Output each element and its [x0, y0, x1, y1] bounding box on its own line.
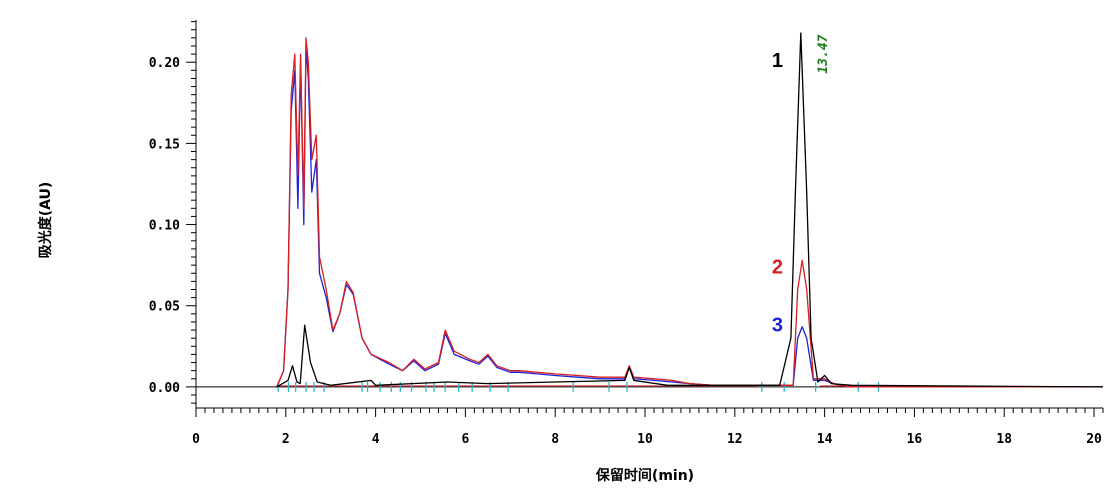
series-3-line [276, 45, 1103, 388]
x-tick-label: 18 [996, 432, 1012, 447]
x-tick-label: 6 [461, 432, 469, 447]
y-tick-label: 0.15 [149, 137, 180, 152]
x-tick-label: 8 [551, 432, 559, 447]
series-labels: 1 2 3 13.47 [772, 34, 831, 336]
series-2-label: 2 [772, 256, 783, 278]
x-tick-label: 0 [192, 432, 200, 447]
y-tick-label: 0.20 [149, 56, 180, 71]
y-tick-label: 0.10 [149, 219, 180, 234]
x-tick-label: 14 [817, 432, 833, 447]
x-axis: 0 2 4 6 8 10 12 14 16 18 20 [192, 407, 1104, 447]
series-layer [276, 32, 1104, 388]
y-axis: 0.00 0.05 0.10 0.15 0.20 [149, 20, 197, 408]
series-2-line [276, 37, 1103, 388]
x-tick-label: 4 [372, 432, 380, 447]
integration-marks [277, 381, 880, 392]
retention-time-annotation: 13.47 [816, 34, 831, 73]
series-1-label: 1 [772, 50, 783, 72]
y-tick-label: 0.05 [149, 300, 180, 315]
x-tick-label: 16 [907, 432, 923, 447]
x-tick-label: 12 [727, 432, 743, 447]
x-tick-label: 10 [637, 432, 653, 447]
series-1-line [276, 32, 1104, 388]
y-tick-label: 0.00 [149, 381, 180, 396]
x-axis-title: 保留时间(min) [595, 467, 694, 484]
x-tick-label: 20 [1086, 432, 1102, 447]
series-3-label: 3 [772, 315, 783, 337]
x-tick-label: 2 [282, 432, 290, 447]
y-axis-title: 吸光度(AU) [37, 182, 54, 259]
